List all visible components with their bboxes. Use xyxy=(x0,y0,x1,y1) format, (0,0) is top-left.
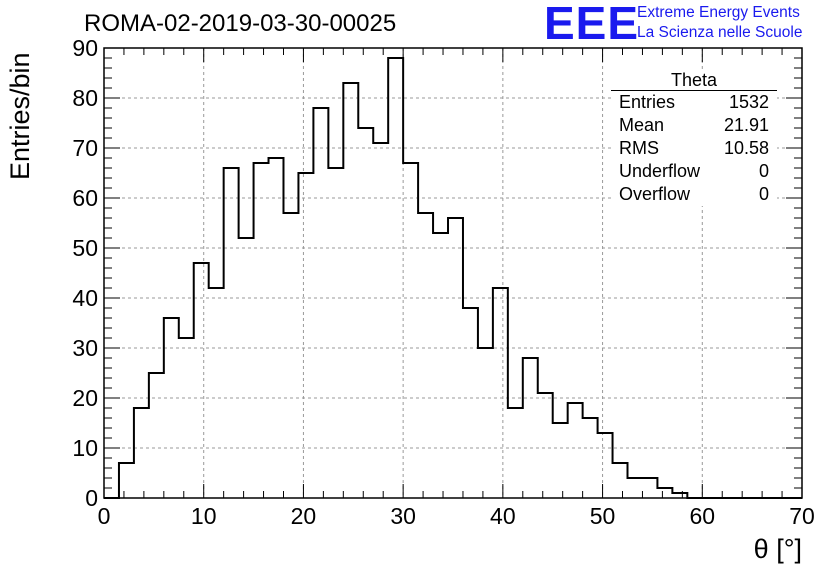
axes-frame xyxy=(103,47,803,499)
y-tick-label: 40 xyxy=(72,285,98,311)
stats-row-entries: Entries 1532 xyxy=(611,91,777,114)
stats-value: 1532 xyxy=(728,92,769,112)
y-tick-label: 10 xyxy=(72,435,98,461)
stats-value: 0 xyxy=(758,184,769,204)
x-tick-label: 10 xyxy=(191,503,217,529)
y-tick-label: 0 xyxy=(85,485,98,511)
histogram-line xyxy=(104,57,802,499)
stats-box: Theta Entries 1532 Mean 21.91 RMS 10.58 … xyxy=(611,70,777,206)
stats-row-rms: RMS 10.58 xyxy=(611,137,777,160)
stats-row-mean: Mean 21.91 xyxy=(611,114,777,137)
stats-label: Entries xyxy=(619,92,676,112)
histogram-series xyxy=(104,57,802,499)
axis-ticks: 0 10 20 30 40 50 60 70 0 10 20 30 40 50 60 70 80 90 xyxy=(72,35,814,529)
y-tick-label: 80 xyxy=(72,85,98,111)
x-tick-label: 0 xyxy=(98,503,111,529)
y-tick-label: 70 xyxy=(72,135,98,161)
x-tick-label: 30 xyxy=(390,503,416,529)
stats-label: RMS xyxy=(619,138,659,158)
stats-value: 0 xyxy=(758,161,769,181)
stats-value: 21.91 xyxy=(723,115,769,135)
stats-label: Mean xyxy=(619,115,665,135)
x-tick-label: 20 xyxy=(291,503,317,529)
x-axis-label: θ [°] xyxy=(753,534,802,564)
x-tick-label: 60 xyxy=(689,503,715,529)
y-tick-label: 30 xyxy=(72,335,98,361)
y-tick-label: 20 xyxy=(72,385,98,411)
stats-row-overflow: Overflow 0 xyxy=(611,183,777,206)
stats-label: Underflow xyxy=(619,161,701,181)
stats-row-underflow: Underflow 0 xyxy=(611,160,777,183)
stats-title: Theta xyxy=(611,70,777,91)
stats-value: 10.58 xyxy=(723,138,769,158)
plot-frame xyxy=(103,47,803,499)
x-tick-label: 70 xyxy=(789,503,815,529)
stats-label: Overflow xyxy=(619,184,691,204)
run-title: ROMA-02-2019-03-30-00025 xyxy=(84,10,397,37)
logo-caption-line2: La Scienza nelle Scuole xyxy=(637,24,803,41)
eee-logo: EEE xyxy=(544,0,640,49)
x-tick-label: 50 xyxy=(590,503,616,529)
x-tick-label: 40 xyxy=(490,503,516,529)
y-tick-label: 60 xyxy=(72,185,98,211)
y-tick-label: 50 xyxy=(72,235,98,261)
logo-caption: Extreme Energy Events La Scienza nelle S… xyxy=(637,3,802,43)
logo-caption-line1: Extreme Energy Events xyxy=(637,4,800,21)
y-tick-label: 90 xyxy=(72,35,98,61)
y-axis-label: Entries/bin xyxy=(5,52,35,180)
